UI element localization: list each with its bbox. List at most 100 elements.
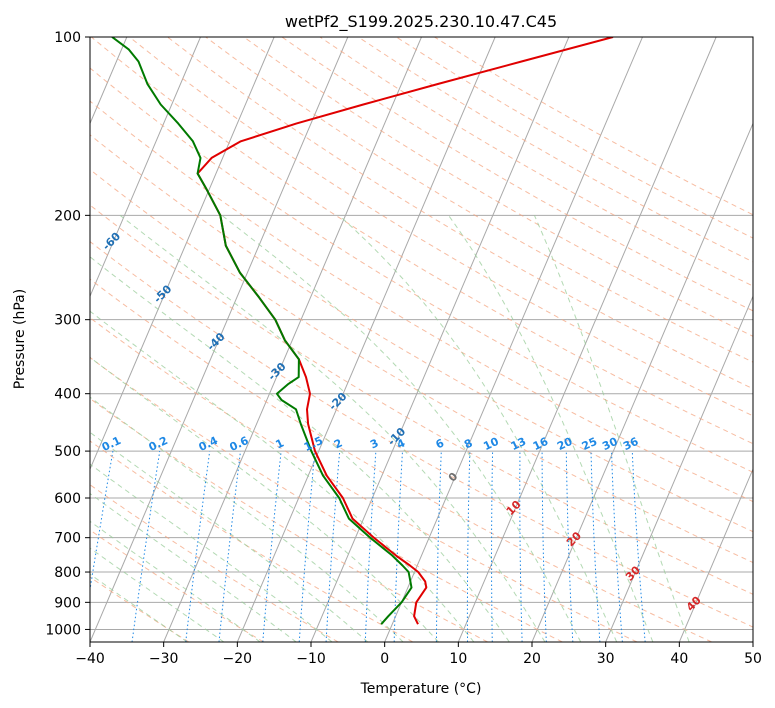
mixing-ratio-line xyxy=(262,451,282,642)
x-tick-label: 10 xyxy=(449,651,467,667)
isotherm-line xyxy=(163,37,422,642)
dry-adiabat-line xyxy=(90,67,753,473)
mixing-ratio-label: 3 xyxy=(368,436,380,451)
mixing-ratio-line xyxy=(298,451,316,642)
isotherm-line xyxy=(384,37,643,642)
dry-adiabat-line xyxy=(281,37,753,312)
moist-adiabat-line xyxy=(533,215,690,642)
chart-title: wetPf2_S199.2025.230.10.47.C45 xyxy=(285,12,557,32)
x-tick-label: 30 xyxy=(597,651,615,667)
moist-adiabat-line xyxy=(90,493,297,642)
x-tick-label: −20 xyxy=(223,651,253,667)
x-axis-label: Temperature (°C) xyxy=(360,681,482,697)
y-tick-label: 800 xyxy=(54,565,81,581)
axes: −40 −30 −20 −10 0 10 20 30 40 5010020030040050060… xyxy=(45,30,762,667)
dry-adiabat-line xyxy=(90,317,638,642)
dry-adiabat-line xyxy=(90,134,753,533)
dry-adiabat-label: -80 xyxy=(0,122,22,145)
mixing-ratio-line xyxy=(519,451,523,642)
moist-adiabat-line xyxy=(90,256,510,642)
y-tick-label: 600 xyxy=(54,491,81,507)
y-tick-label: 300 xyxy=(54,313,81,329)
dry-adiabat-line xyxy=(90,356,563,642)
x-tick-label: 20 xyxy=(523,651,541,667)
dry-adiabat-line xyxy=(129,37,753,417)
mixing-ratio-label: 30 xyxy=(600,435,620,453)
dry-adiabat-line xyxy=(434,37,753,216)
y-tick-label: 900 xyxy=(54,595,81,611)
isotherm-line xyxy=(90,37,349,642)
y-axis-label: Pressure (hPa) xyxy=(12,289,28,389)
isotherm-line xyxy=(457,37,717,642)
moist-adiabat-line xyxy=(90,396,404,642)
plot-area xyxy=(90,37,753,642)
dry-adiabat-label: -40 xyxy=(204,330,227,353)
mixing-ratio-label: 10 xyxy=(481,435,501,453)
isotherm-label: 20 xyxy=(564,529,584,549)
dry-adiabat-line xyxy=(167,37,753,390)
dewpoint-profile-line xyxy=(111,37,413,625)
isotherm-label: 10 xyxy=(504,498,524,518)
mixing-ratio-label: 16 xyxy=(531,435,551,453)
dry-adiabat-line xyxy=(90,241,753,628)
moist-adiabat-line xyxy=(90,356,439,642)
mixing-ratio-label: 36 xyxy=(621,435,641,453)
dry-adiabat-label: -30 xyxy=(265,360,288,383)
isotherm-line xyxy=(90,37,201,298)
isotherm-label: 0 xyxy=(446,470,461,485)
isotherm-line xyxy=(90,37,275,471)
mixing-ratio-label: 25 xyxy=(580,435,599,453)
mixing-ratio-line xyxy=(90,451,114,593)
dry-adiabat-line xyxy=(90,484,339,642)
dry-adiabat-line xyxy=(90,37,753,445)
dry-adiabat-line xyxy=(243,37,753,337)
y-tick-label: 500 xyxy=(54,444,81,460)
moist-adiabat-line xyxy=(338,214,618,642)
x-tick-label: −30 xyxy=(149,651,179,667)
dry-adiabat-line xyxy=(90,204,753,595)
temperature-profile-line xyxy=(196,37,614,625)
mixing-ratio-label: 13 xyxy=(509,435,528,453)
mixing-ratio-line xyxy=(631,451,646,642)
dry-adiabat-label: -60 xyxy=(100,230,123,253)
mixing-ratio-line xyxy=(185,451,211,642)
mixing-ratio-line xyxy=(611,451,623,642)
x-tick-label: −10 xyxy=(296,651,326,667)
mixing-ratio-line xyxy=(466,451,471,642)
dry-adiabat-line xyxy=(90,278,712,642)
dry-adiabat-label: -70 xyxy=(51,171,74,194)
moist-adiabat-line xyxy=(90,520,261,642)
plot-frame xyxy=(89,36,754,643)
mixing-ratio-line xyxy=(590,451,601,642)
isotherm-line xyxy=(678,467,753,642)
mixing-ratio-line xyxy=(218,451,241,642)
x-tick-label: 0 xyxy=(380,651,389,667)
isotherm-label: 30 xyxy=(623,563,643,583)
dry-adiabat-line xyxy=(357,37,753,263)
moist-adiabat-line xyxy=(90,573,188,642)
isotherm-line xyxy=(236,37,496,642)
mixing-ratio-line xyxy=(435,451,442,642)
x-tick-label: 40 xyxy=(670,651,688,667)
moist-adiabat-line xyxy=(221,214,582,642)
moist-adiabat-line xyxy=(448,215,654,642)
mixing-ratio-line xyxy=(131,451,161,642)
y-tick-label: 700 xyxy=(54,531,81,547)
y-tick-label: 200 xyxy=(54,208,81,224)
dry-adiabat-line xyxy=(205,37,753,363)
y-tick-label: 100 xyxy=(54,30,81,46)
dry-adiabat-line xyxy=(90,168,753,564)
x-tick-label: −40 xyxy=(75,651,105,667)
mixing-ratio-line xyxy=(491,451,494,642)
y-tick-label: 1000 xyxy=(45,622,81,638)
isotherm-line xyxy=(752,640,753,642)
mixing-ratio-label: 1 xyxy=(273,436,285,451)
isotherm-line xyxy=(531,122,753,642)
dry-adiabat-line xyxy=(90,576,190,642)
mixing-ratio-line xyxy=(364,451,377,642)
moist-adiabat-line xyxy=(90,463,333,642)
mixing-ratio-label: 20 xyxy=(555,435,575,453)
isotherm-line xyxy=(605,295,753,642)
dry-adiabat-line xyxy=(90,440,414,642)
